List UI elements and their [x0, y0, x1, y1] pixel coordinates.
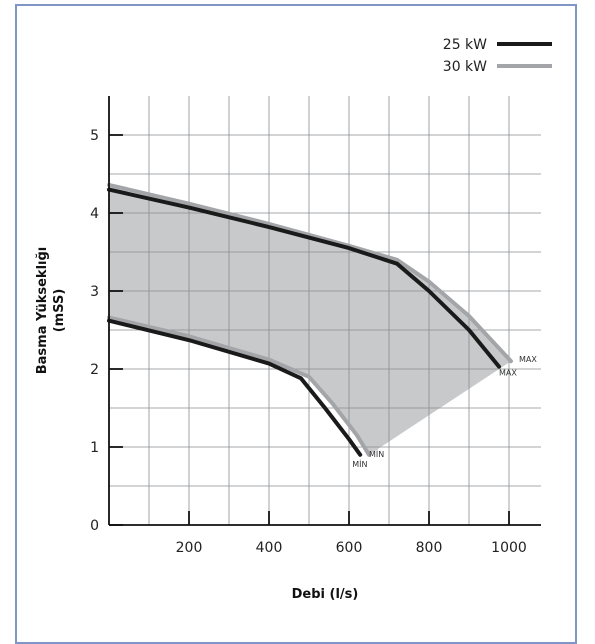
y-tick-label: 5	[90, 128, 99, 144]
x-tick-label: 800	[416, 540, 443, 556]
min-label-25kW: MİN	[352, 459, 367, 469]
max-curve-30kW	[107, 182, 513, 364]
min-curve-30kW	[107, 315, 371, 457]
max-label-30kW: MAX	[519, 355, 537, 364]
x-axis-label: Debi (l/s)	[292, 587, 359, 602]
y-axis-unit: (mSS)	[52, 289, 67, 333]
y-tick-label: 0	[90, 518, 99, 534]
legend-label-25kW: 25 kW	[443, 37, 487, 53]
min-label-30kW: MİN	[369, 449, 384, 459]
max-curve-25kW	[107, 187, 501, 369]
max-label-25kW: MAX	[499, 369, 517, 378]
x-tick-label: 400	[256, 540, 283, 556]
x-tick-label: 600	[336, 540, 363, 556]
min-curve-25kW	[107, 318, 363, 457]
y-axis-label-group: Basma Yükseklığı (mSS)	[35, 247, 67, 375]
y-tick-label: 3	[90, 284, 99, 300]
x-tick-label: 1000	[491, 540, 527, 556]
legend-label-30kW: 30 kW	[443, 59, 487, 75]
y-tick-label: 4	[90, 206, 99, 222]
y-tick-label: 2	[90, 362, 99, 378]
operating-area	[109, 184, 511, 455]
x-tick-label: 200	[176, 540, 203, 556]
y-axis-label: Basma Yükseklığı	[35, 247, 50, 375]
y-tick-label: 1	[90, 440, 99, 456]
